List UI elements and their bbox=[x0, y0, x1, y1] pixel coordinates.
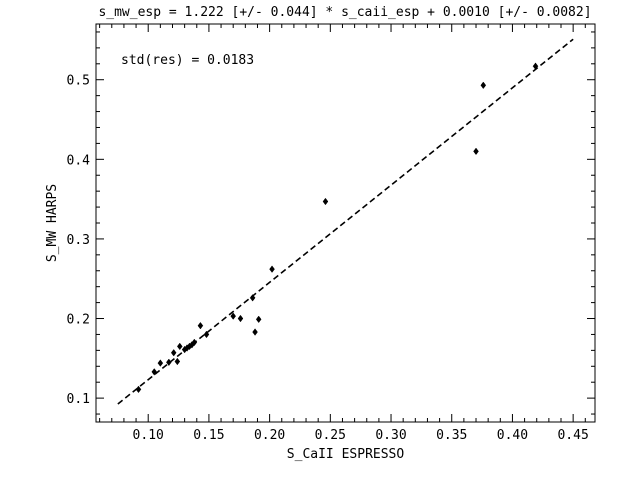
plot-area: 0.10 0.15 0.20 0.25 0.30 0.35 0.40 0.45 0.1 0.2 0.… bbox=[67, 24, 595, 443]
y-tick-label: 0.1 bbox=[67, 392, 90, 407]
data-point bbox=[157, 359, 164, 367]
data-point bbox=[269, 265, 275, 273]
x-tick-label: 0.25 bbox=[315, 428, 346, 443]
data-point bbox=[135, 385, 142, 394]
y-tick-label: 0.2 bbox=[67, 313, 90, 328]
x-tick-label: 0.10 bbox=[133, 428, 164, 443]
y-axis-label: S_MW HARPS bbox=[45, 184, 60, 262]
data-point bbox=[197, 321, 204, 330]
x-tick-label: 0.20 bbox=[254, 428, 285, 443]
data-point bbox=[151, 368, 158, 376]
x-tick-label: 0.40 bbox=[497, 428, 528, 443]
data-point bbox=[480, 81, 487, 90]
data-point bbox=[532, 62, 539, 70]
data-point bbox=[176, 342, 183, 351]
x-tick-label: 0.15 bbox=[193, 428, 224, 443]
x-axis-label: S_CaII ESPRESSO bbox=[287, 447, 405, 462]
data-point bbox=[174, 357, 181, 366]
data-point bbox=[252, 328, 258, 336]
data-point bbox=[203, 330, 210, 339]
data-point bbox=[255, 315, 262, 324]
y-tick-label: 0.3 bbox=[67, 233, 90, 248]
plot-frame bbox=[95, 23, 596, 423]
y-tick-label: 0.4 bbox=[67, 153, 91, 168]
x-tick-label: 0.30 bbox=[375, 428, 406, 443]
std-residual-annotation: std(res) = 0.0183 bbox=[121, 53, 254, 68]
chart-title: s_mw_esp = 1.222 [+/- 0.044] * s_caii_es… bbox=[98, 5, 591, 20]
x-tick-label: 0.45 bbox=[557, 428, 588, 443]
data-point bbox=[322, 197, 329, 206]
data-point bbox=[170, 349, 177, 357]
data-point bbox=[237, 314, 244, 323]
data-point bbox=[166, 358, 172, 367]
data-point bbox=[230, 312, 236, 320]
x-tick-label: 0.35 bbox=[436, 428, 467, 443]
data-point bbox=[191, 338, 198, 347]
data-point bbox=[473, 147, 479, 156]
y-tick-label: 0.5 bbox=[67, 74, 90, 89]
data-point bbox=[249, 294, 256, 302]
